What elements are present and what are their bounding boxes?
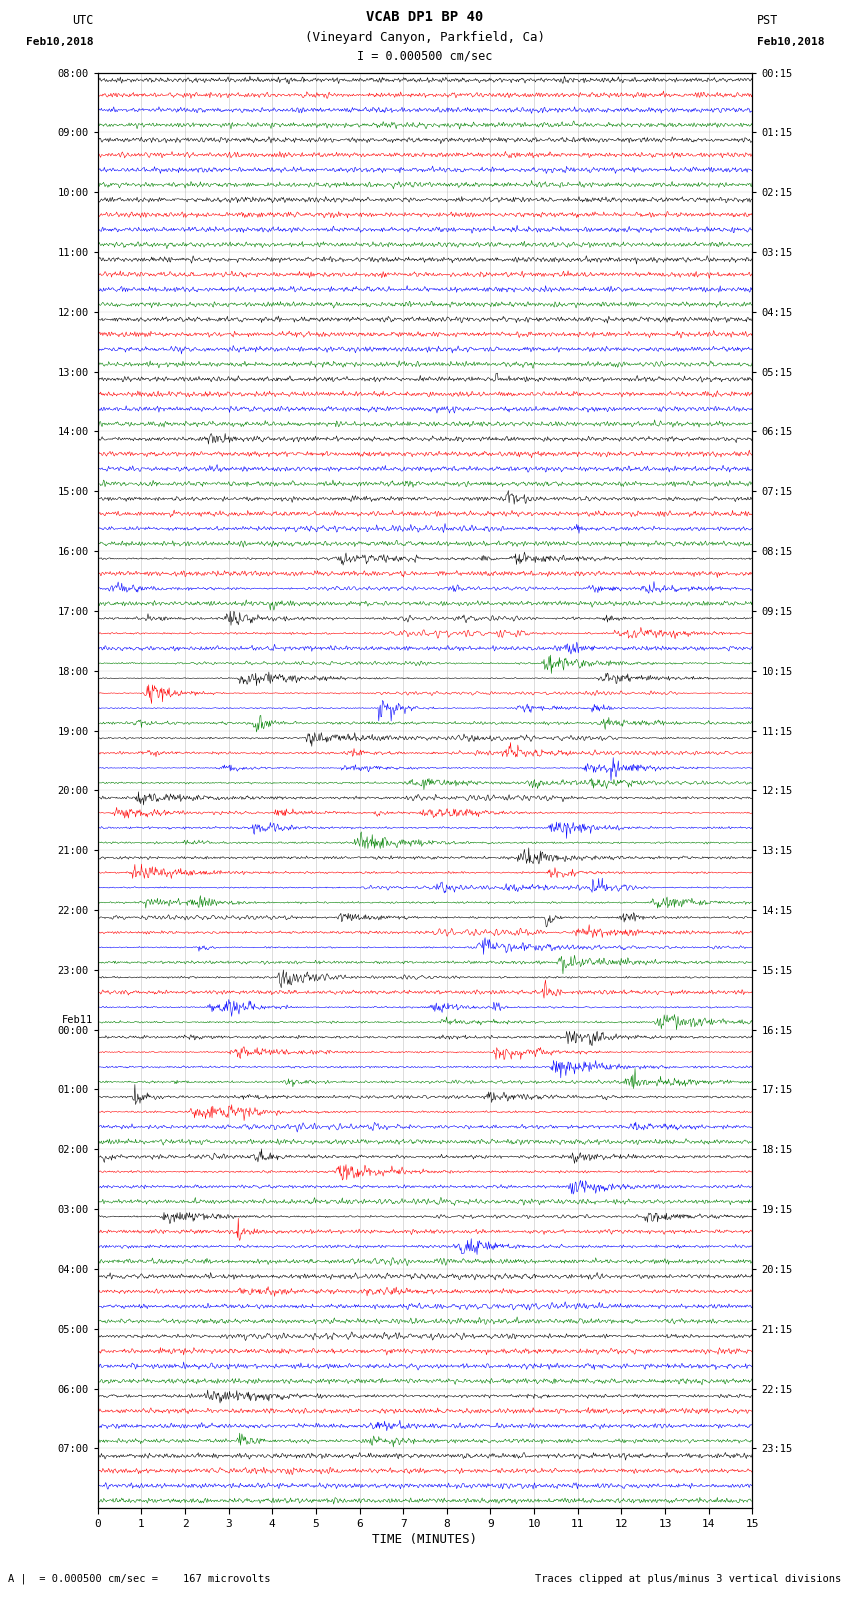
Text: Feb10,2018: Feb10,2018 [756,37,824,47]
X-axis label: TIME (MINUTES): TIME (MINUTES) [372,1532,478,1545]
Text: I = 0.000500 cm/sec: I = 0.000500 cm/sec [357,50,493,63]
Text: A |  = 0.000500 cm/sec =    167 microvolts: A | = 0.000500 cm/sec = 167 microvolts [8,1573,271,1584]
Text: Feb11: Feb11 [62,1015,94,1024]
Text: UTC: UTC [72,15,94,27]
Text: VCAB DP1 BP 40: VCAB DP1 BP 40 [366,10,484,24]
Text: Traces clipped at plus/minus 3 vertical divisions: Traces clipped at plus/minus 3 vertical … [536,1574,842,1584]
Text: PST: PST [756,15,778,27]
Text: (Vineyard Canyon, Parkfield, Ca): (Vineyard Canyon, Parkfield, Ca) [305,31,545,44]
Text: Feb10,2018: Feb10,2018 [26,37,94,47]
